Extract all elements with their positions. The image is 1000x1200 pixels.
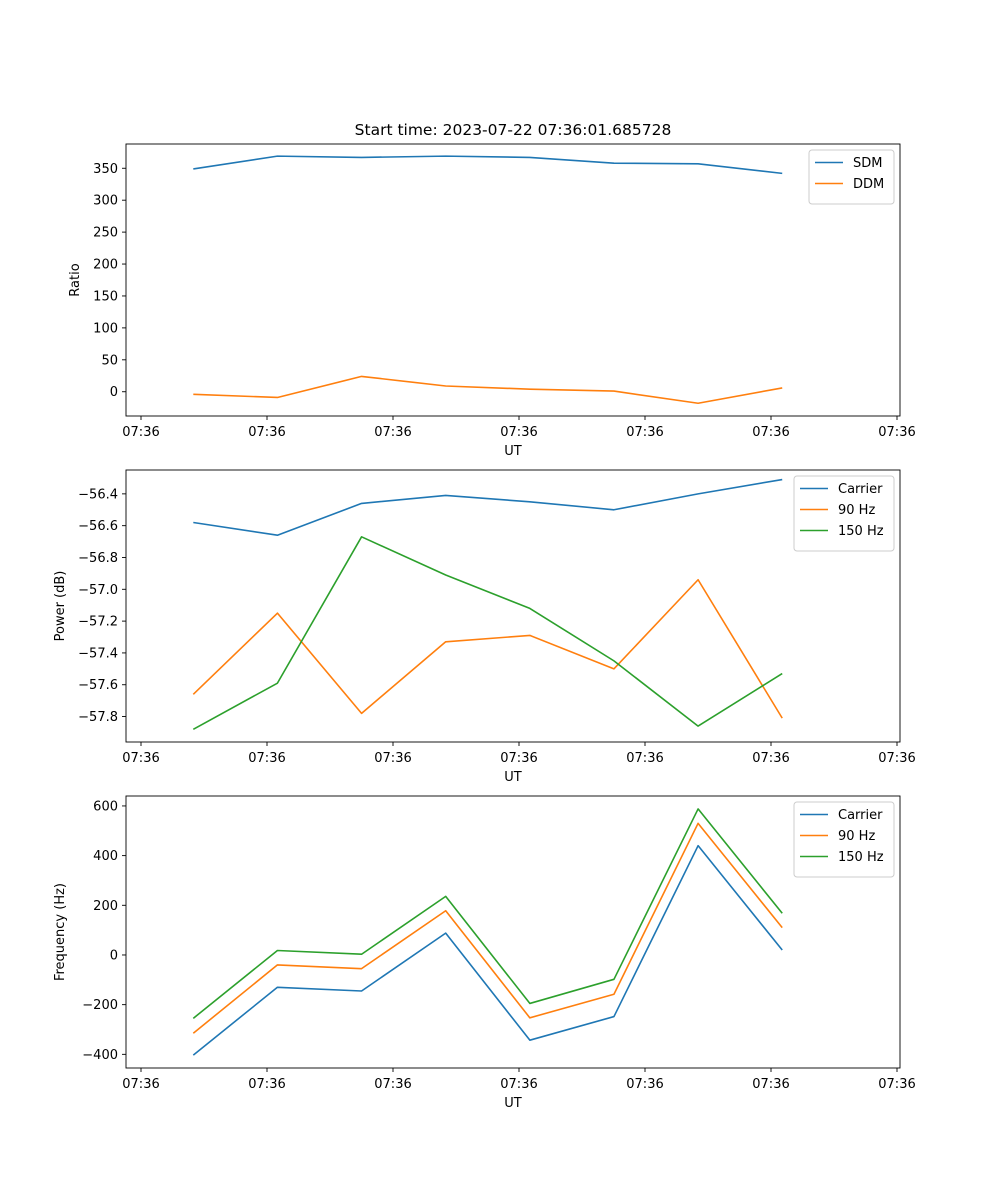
x-tick-label: 07:36 [626, 751, 663, 766]
x-tick-label: 07:36 [248, 1077, 285, 1092]
y-tick-label: 200 [93, 258, 118, 273]
series-line-ddm [193, 375, 783, 405]
y-tick-label: −56.6 [78, 519, 118, 534]
y-tick-label: 50 [101, 353, 118, 368]
x-tick-label: 07:36 [122, 751, 159, 766]
x-tick-label: 07:36 [878, 425, 915, 440]
x-tick-label: 07:36 [752, 751, 789, 766]
plot-frame [125, 143, 901, 417]
legend-label: 90 Hz [838, 829, 875, 844]
legend-label: Carrier [838, 808, 883, 823]
y-tick-label: −400 [82, 1048, 118, 1063]
chart-title: Start time: 2023-07-22 07:36:01.685728 [355, 121, 672, 139]
series-line-carrier [193, 478, 783, 537]
legend: Carrier 90 Hz 150 Hz [793, 801, 895, 878]
legend-frame [793, 475, 895, 552]
y-tick-label: −57.2 [78, 615, 118, 630]
series-line-carrier [192, 844, 783, 1056]
legend-label: 150 Hz [838, 850, 884, 865]
y-tick-label: 0 [110, 948, 118, 963]
legend-frame [808, 149, 895, 205]
legend-label: SDM [853, 156, 882, 171]
plot-frame [125, 795, 901, 1069]
x-tick-label: 07:36 [878, 751, 915, 766]
x-tick-label: 07:36 [248, 425, 285, 440]
series-group [193, 155, 783, 405]
series-line-150-hz [192, 536, 783, 730]
y-tick-label: 400 [93, 849, 118, 864]
x-tick-label: 07:36 [374, 1077, 411, 1092]
chart-panel-3: 07:36 07:36 07:36 07:36 07:36 07:36 07:36 −400 −… [53, 795, 916, 1111]
x-tick-label: 07:36 [374, 425, 411, 440]
y-tick-label: −56.4 [78, 487, 118, 502]
series-line-90-hz [192, 822, 783, 1034]
y-tick-label: 100 [93, 321, 118, 336]
y-axis-label: Frequency (Hz) [53, 883, 68, 981]
x-axis-label: UT [504, 1096, 522, 1111]
chart-panel-1: 07:36 07:36 07:36 07:36 07:36 07:36 07:36 0 50 10… [68, 121, 916, 459]
x-tick-label: 07:36 [878, 1077, 915, 1092]
y-axis-label: Power (dB) [53, 571, 68, 642]
x-tick-label: 07:36 [374, 751, 411, 766]
y-tick-label: −57.4 [78, 646, 118, 661]
plot-frame [125, 469, 901, 743]
legend-label: 150 Hz [838, 524, 884, 539]
y-tick-label: −57.0 [78, 583, 118, 598]
x-tick-label: 07:36 [500, 425, 537, 440]
x-tick-label: 07:36 [752, 1077, 789, 1092]
legend-label: 90 Hz [838, 503, 875, 518]
y-tick-label: 300 [93, 194, 118, 209]
x-tick-label: 07:36 [248, 751, 285, 766]
series-group [192, 478, 783, 730]
y-tick-label: 200 [93, 899, 118, 914]
x-tick-label: 07:36 [500, 751, 537, 766]
y-tick-label: −56.8 [78, 551, 118, 566]
x-tick-label: 07:36 [626, 425, 663, 440]
series-line-90-hz [192, 578, 783, 719]
legend: Carrier 90 Hz 150 Hz [793, 475, 895, 552]
series-group [192, 808, 783, 1056]
legend-label: DDM [853, 177, 884, 192]
legend-frame [793, 801, 895, 878]
y-tick-label: −57.6 [78, 678, 118, 693]
y-tick-label: −200 [82, 998, 118, 1013]
y-axis-label: Ratio [68, 263, 83, 296]
x-tick-label: 07:36 [500, 1077, 537, 1092]
legend: SDM DDM [808, 149, 895, 205]
y-tick-label: −57.8 [78, 710, 118, 725]
x-axis-label: UT [504, 444, 522, 459]
x-tick-label: 07:36 [752, 425, 789, 440]
x-axis-label: UT [504, 770, 522, 785]
y-tick-label: 350 [93, 162, 118, 177]
x-tick-label: 07:36 [122, 425, 159, 440]
series-line-150-hz [192, 808, 783, 1019]
y-tick-label: 0 [110, 385, 118, 400]
y-tick-label: 600 [93, 799, 118, 814]
legend-label: Carrier [838, 482, 883, 497]
x-tick-label: 07:36 [122, 1077, 159, 1092]
y-tick-label: 250 [93, 226, 118, 241]
chart-panel-2: 07:36 07:36 07:36 07:36 07:36 07:36 07:36 −57.8… [53, 469, 916, 785]
y-tick-label: 150 [93, 289, 118, 304]
series-line-sdm [193, 155, 783, 175]
x-tick-label: 07:36 [626, 1077, 663, 1092]
